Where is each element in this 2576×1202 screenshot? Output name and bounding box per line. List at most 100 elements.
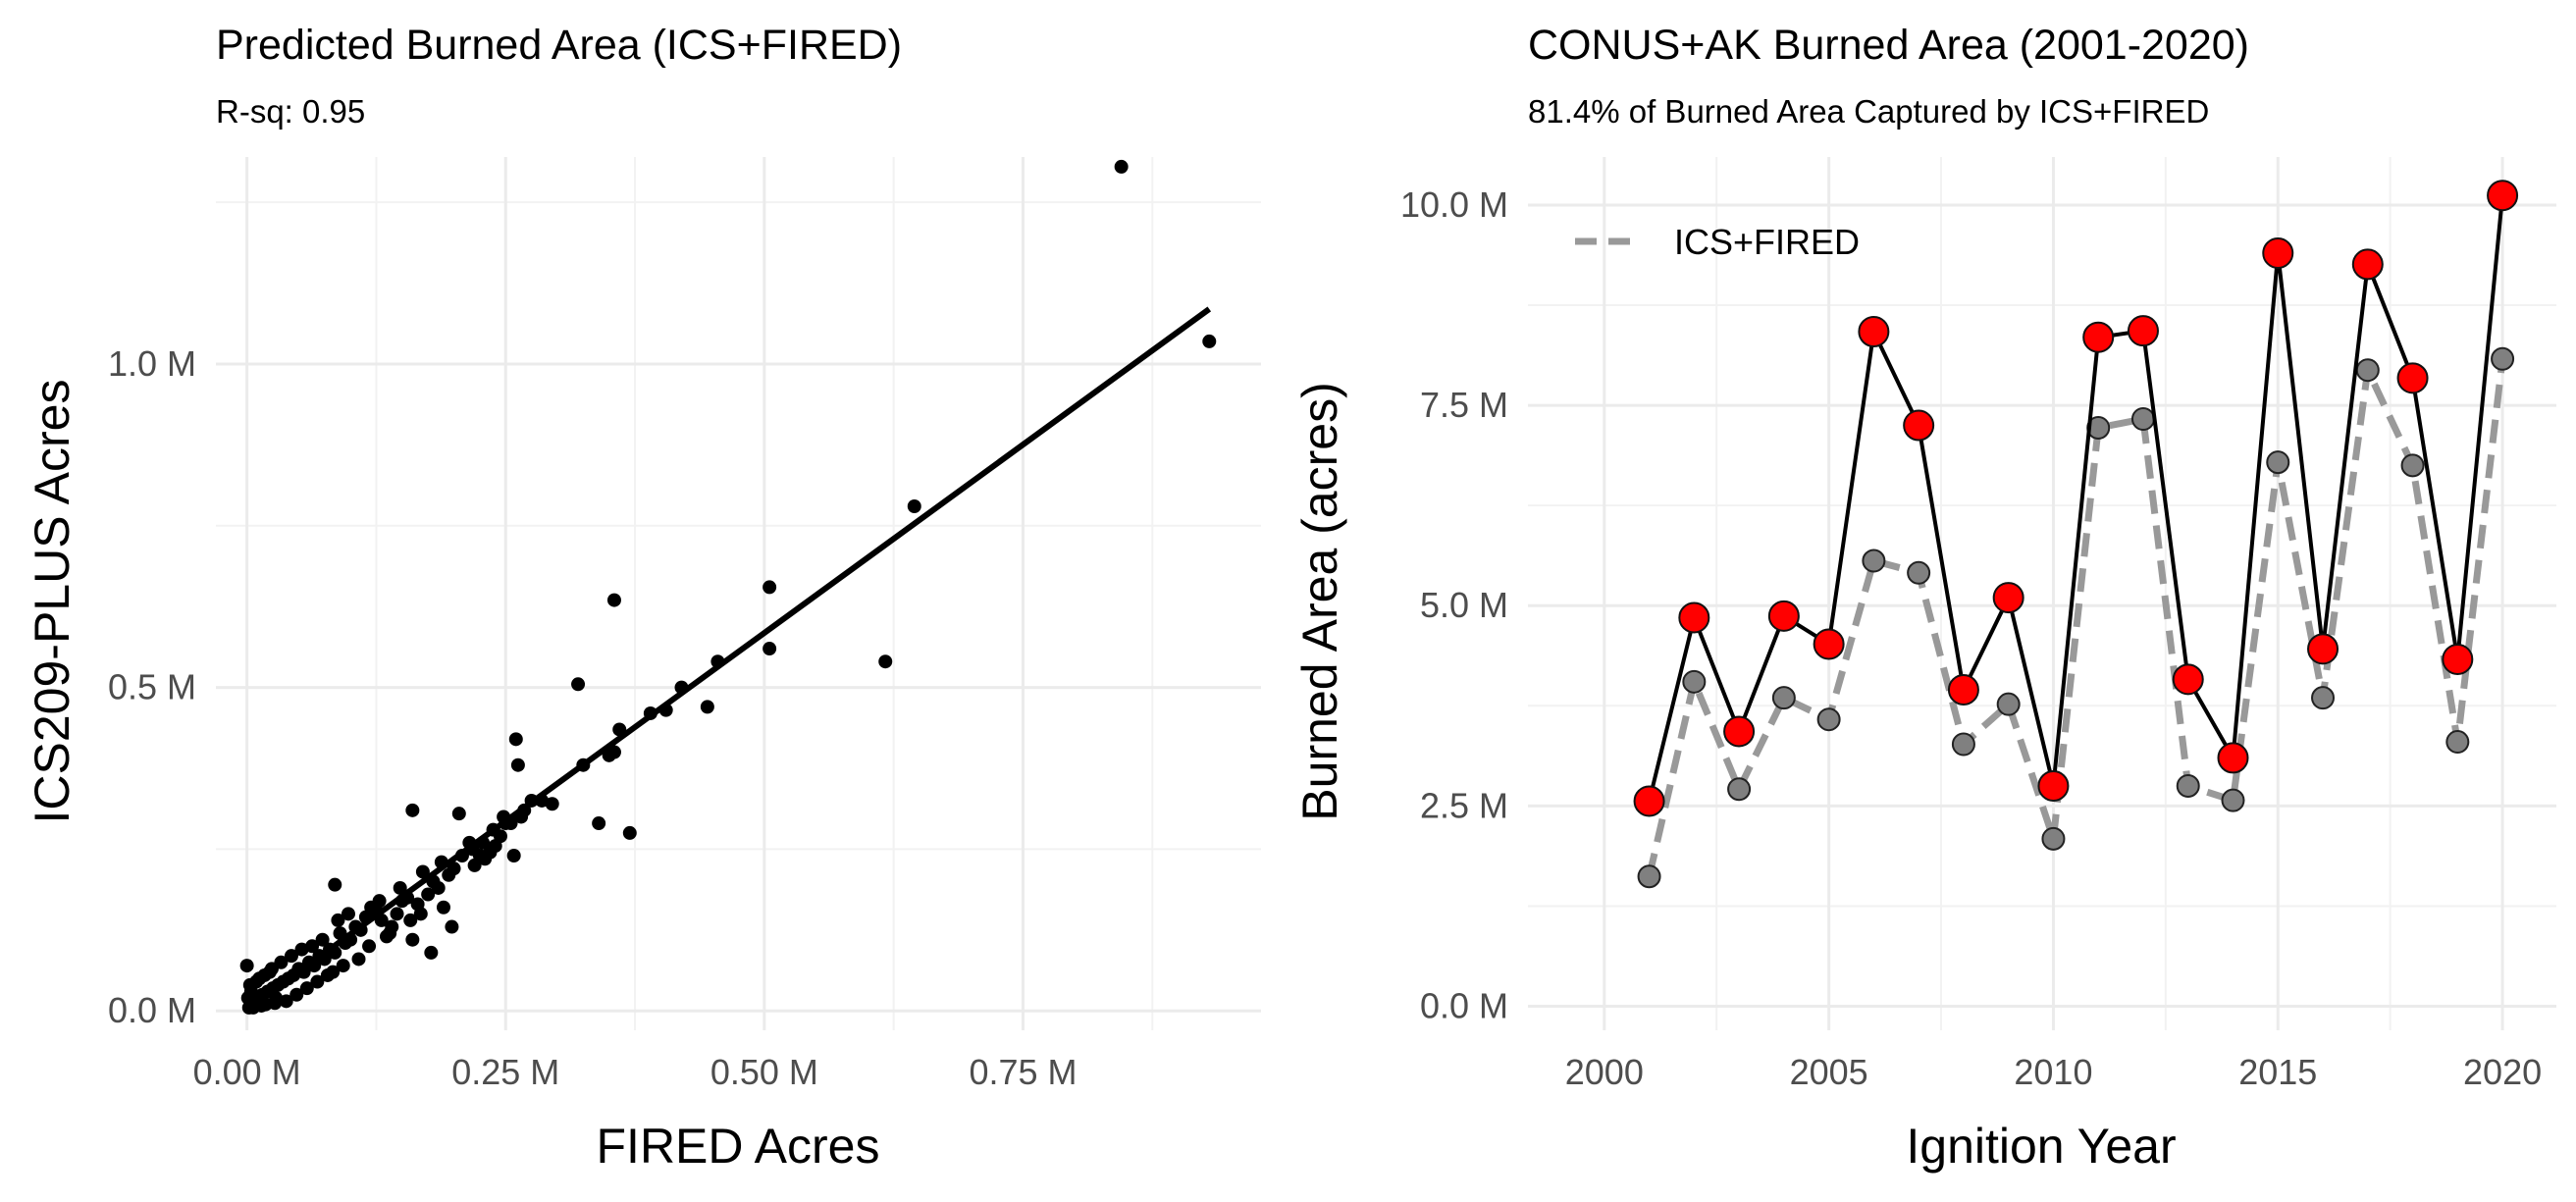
scatter-point bbox=[451, 807, 466, 821]
scatter-point bbox=[1114, 159, 1129, 174]
line-x-tick-label: 2015 bbox=[2238, 1052, 2317, 1092]
scatter-point bbox=[571, 677, 586, 692]
scatter-point bbox=[268, 996, 283, 1011]
line-y-tick-label: 0.0 M bbox=[1420, 986, 1508, 1026]
scatter-point bbox=[341, 907, 355, 921]
scatter-point bbox=[405, 803, 420, 817]
scatter-point bbox=[305, 939, 320, 954]
scatter-point bbox=[372, 894, 387, 909]
line-x-tick-label: 2010 bbox=[2014, 1052, 2092, 1092]
scatter-fit-line bbox=[244, 306, 1212, 1013]
line-point-ics-fired bbox=[1771, 686, 1796, 710]
line-point-total bbox=[1678, 601, 1710, 634]
scatter-point bbox=[1202, 334, 1217, 348]
scatter-x-tick-label: 0.50 M bbox=[710, 1052, 818, 1092]
line-point-ics-fired bbox=[2355, 358, 2380, 383]
line-point-ics-fired bbox=[1816, 707, 1841, 732]
line-point-ics-fired bbox=[2311, 686, 2336, 710]
scatter-point bbox=[393, 880, 407, 895]
line-point-ics-fired bbox=[2491, 346, 2515, 371]
line-point-total bbox=[2442, 643, 2474, 675]
line-point-total bbox=[2172, 663, 2204, 696]
line-point-total bbox=[2307, 633, 2339, 665]
line-point-total bbox=[1813, 628, 1845, 660]
legend-label-ics-fired: ICS+FIRED bbox=[1674, 222, 1860, 262]
line-point-total bbox=[2351, 248, 2384, 281]
scatter-point bbox=[351, 952, 366, 967]
line-panel: CONUS+AK Burned Area (2001-2020) 81.4% o… bbox=[1292, 22, 2556, 1174]
line-gridlines bbox=[1528, 157, 2556, 1030]
scatter-point bbox=[421, 887, 436, 902]
line-point-ics-fired bbox=[1951, 732, 1975, 757]
scatter-x-tick-label: 0.00 M bbox=[193, 1052, 301, 1092]
scatter-gridlines bbox=[216, 157, 1261, 1030]
scatter-point bbox=[907, 499, 921, 513]
line-point-ics-fired bbox=[2266, 450, 2290, 475]
line-point-ics-fired bbox=[2041, 826, 2066, 851]
scatter-point bbox=[315, 932, 330, 947]
line-title: CONUS+AK Burned Area (2001-2020) bbox=[1528, 22, 2249, 69]
scatter-panel: Predicted Burned Area (ICS+FIRED) R-sq: … bbox=[25, 22, 1261, 1174]
scatter-point bbox=[328, 877, 342, 892]
line-y-tick-label: 10.0 M bbox=[1400, 184, 1508, 225]
scatter-point bbox=[362, 939, 377, 954]
line-point-total bbox=[2487, 180, 2519, 212]
scatter-x-tick-label: 0.25 M bbox=[451, 1052, 559, 1092]
scatter-point bbox=[606, 593, 621, 607]
line-point-ics-fired bbox=[1727, 777, 1752, 802]
scatter-point bbox=[279, 994, 293, 1009]
line-x-tick-label: 2005 bbox=[1790, 1052, 1868, 1092]
scatter-point bbox=[284, 949, 298, 964]
scatter-point bbox=[415, 864, 430, 879]
scatter-point bbox=[545, 797, 559, 811]
scatter-marks bbox=[239, 159, 1217, 1015]
line-y-tick-label: 2.5 M bbox=[1420, 785, 1508, 825]
scatter-point bbox=[326, 965, 341, 979]
scatter-point bbox=[592, 816, 606, 831]
line-x-tick-label: 2020 bbox=[2463, 1052, 2542, 1092]
scatter-point bbox=[700, 700, 714, 714]
scatter-point bbox=[264, 962, 279, 976]
line-point-ics-fired bbox=[2176, 773, 2200, 798]
scatter-point bbox=[289, 987, 304, 1002]
scatter-point bbox=[467, 858, 482, 872]
scatter-point bbox=[294, 942, 309, 957]
line-y-tick-label: 5.0 M bbox=[1420, 585, 1508, 625]
scatter-x-tick-label: 0.75 M bbox=[969, 1052, 1077, 1092]
line-point-total bbox=[1767, 600, 1800, 632]
scatter-point bbox=[508, 732, 523, 747]
line-point-total bbox=[2037, 769, 2070, 802]
line-point-ics-fired bbox=[1637, 864, 1661, 889]
line-point-total bbox=[1903, 409, 1935, 442]
scatter-point bbox=[403, 913, 418, 927]
scatter-y-axis-label: ICS209-PLUS Acres bbox=[25, 380, 79, 824]
line-subtitle: 81.4% of Burned Area Captured by ICS+FIR… bbox=[1528, 93, 2209, 130]
line-y-tick-label: 7.5 M bbox=[1420, 385, 1508, 425]
line-point-ics-fired bbox=[1996, 692, 2021, 716]
line-tick-labels: 2000 2005 2010 2015 2020 0.0 M 2.5 M 5.0 M 7.5 M… bbox=[1400, 184, 2542, 1092]
scatter-tick-labels: 0.00 M 0.25 M 0.50 M 0.75 M 0.0 M 0.5 M 1.0 M bbox=[108, 343, 1078, 1092]
line-point-total bbox=[2082, 321, 2115, 353]
line-point-total bbox=[1858, 316, 1890, 347]
line-point-total bbox=[1947, 673, 1979, 706]
line-point-total bbox=[2396, 362, 2429, 394]
line-x-axis-label: Ignition Year bbox=[1906, 1119, 2176, 1174]
line-point-total bbox=[1633, 785, 1665, 817]
scatter-point bbox=[405, 932, 420, 947]
scatter-point bbox=[299, 981, 314, 996]
scatter-point bbox=[762, 580, 777, 595]
scatter-point bbox=[762, 642, 777, 656]
scatter-point bbox=[331, 913, 345, 927]
line-point-total bbox=[2127, 315, 2159, 347]
line-point-ics-fired bbox=[1682, 669, 1707, 694]
line-x-tick-label: 2000 bbox=[1565, 1052, 1644, 1092]
scatter-point bbox=[424, 945, 439, 960]
scatter-x-axis-label: FIRED Acres bbox=[597, 1119, 880, 1174]
line-point-total bbox=[2217, 742, 2249, 774]
scatter-point bbox=[445, 919, 459, 934]
line-point-total bbox=[1723, 715, 1756, 748]
line-point-ics-fired bbox=[2221, 788, 2245, 812]
scatter-y-tick-label: 0.5 M bbox=[108, 667, 196, 707]
scatter-point bbox=[336, 959, 350, 973]
